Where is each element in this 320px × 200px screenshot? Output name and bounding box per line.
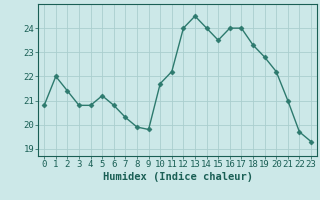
X-axis label: Humidex (Indice chaleur): Humidex (Indice chaleur) [103, 172, 252, 182]
